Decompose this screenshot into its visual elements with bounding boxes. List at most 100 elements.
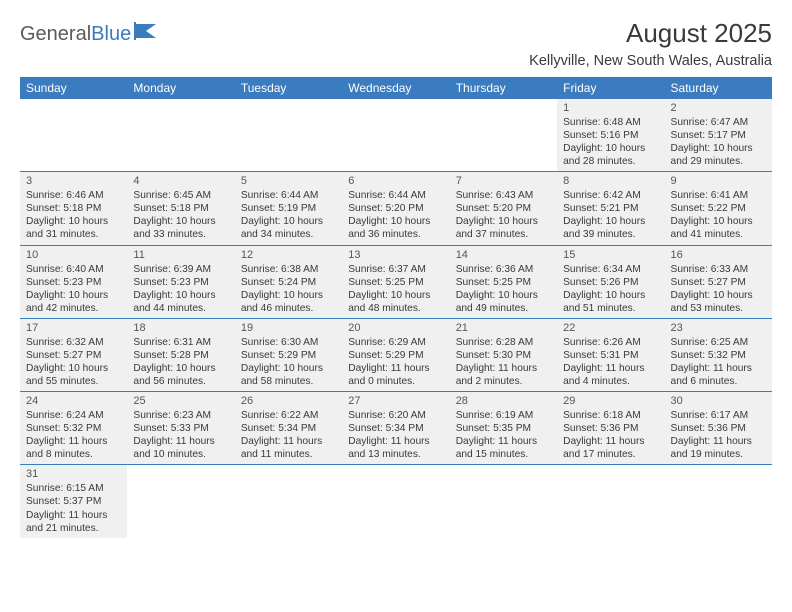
calendar-empty-cell [235, 465, 342, 538]
calendar-day-cell: 23Sunrise: 6:25 AMSunset: 5:32 PMDayligh… [665, 318, 772, 391]
month-title: August 2025 [529, 18, 772, 49]
daylight-text: and 31 minutes. [26, 228, 121, 241]
daylight-text: and 48 minutes. [348, 302, 443, 315]
daylight-text: Daylight: 10 hours [456, 215, 551, 228]
sunrise-text: Sunrise: 6:40 AM [26, 263, 121, 276]
day-number: 22 [563, 321, 658, 335]
daylight-text: and 58 minutes. [241, 375, 336, 388]
sunset-text: Sunset: 5:22 PM [671, 202, 766, 215]
day-number: 23 [671, 321, 766, 335]
day-header: Friday [557, 77, 664, 99]
sunrise-text: Sunrise: 6:47 AM [671, 116, 766, 129]
sunset-text: Sunset: 5:19 PM [241, 202, 336, 215]
sunrise-text: Sunrise: 6:29 AM [348, 336, 443, 349]
day-number: 7 [456, 174, 551, 188]
sunset-text: Sunset: 5:29 PM [348, 349, 443, 362]
daylight-text: Daylight: 11 hours [456, 435, 551, 448]
day-number: 31 [26, 467, 121, 481]
daylight-text: Daylight: 10 hours [563, 215, 658, 228]
day-number: 26 [241, 394, 336, 408]
daylight-text: and 10 minutes. [133, 448, 228, 461]
calendar-week-row: 24Sunrise: 6:24 AMSunset: 5:32 PMDayligh… [20, 392, 772, 465]
calendar-day-cell: 5Sunrise: 6:44 AMSunset: 5:19 PMDaylight… [235, 172, 342, 245]
calendar-week-row: 31Sunrise: 6:15 AMSunset: 5:37 PMDayligh… [20, 465, 772, 538]
daylight-text: and 41 minutes. [671, 228, 766, 241]
sunset-text: Sunset: 5:27 PM [26, 349, 121, 362]
sunrise-text: Sunrise: 6:43 AM [456, 189, 551, 202]
calendar-day-cell: 3Sunrise: 6:46 AMSunset: 5:18 PMDaylight… [20, 172, 127, 245]
daylight-text: Daylight: 11 hours [348, 435, 443, 448]
daylight-text: Daylight: 10 hours [241, 289, 336, 302]
daylight-text: Daylight: 10 hours [26, 215, 121, 228]
day-number: 18 [133, 321, 228, 335]
calendar-empty-cell [235, 99, 342, 172]
daylight-text: Daylight: 11 hours [241, 435, 336, 448]
day-number: 4 [133, 174, 228, 188]
calendar-day-cell: 15Sunrise: 6:34 AMSunset: 5:26 PMDayligh… [557, 245, 664, 318]
calendar-day-cell: 2Sunrise: 6:47 AMSunset: 5:17 PMDaylight… [665, 99, 772, 172]
sunrise-text: Sunrise: 6:17 AM [671, 409, 766, 422]
daylight-text: Daylight: 11 hours [671, 435, 766, 448]
sunset-text: Sunset: 5:23 PM [26, 276, 121, 289]
daylight-text: and 13 minutes. [348, 448, 443, 461]
location-text: Kellyville, New South Wales, Australia [529, 53, 772, 69]
day-number: 16 [671, 248, 766, 262]
day-number: 3 [26, 174, 121, 188]
calendar-empty-cell [127, 465, 234, 538]
calendar-empty-cell [557, 465, 664, 538]
day-number: 19 [241, 321, 336, 335]
daylight-text: Daylight: 10 hours [133, 215, 228, 228]
sunset-text: Sunset: 5:30 PM [456, 349, 551, 362]
calendar-day-cell: 28Sunrise: 6:19 AMSunset: 5:35 PMDayligh… [450, 392, 557, 465]
sunset-text: Sunset: 5:23 PM [133, 276, 228, 289]
day-number: 13 [348, 248, 443, 262]
daylight-text: and 51 minutes. [563, 302, 658, 315]
calendar-week-row: 3Sunrise: 6:46 AMSunset: 5:18 PMDaylight… [20, 172, 772, 245]
calendar-day-cell: 7Sunrise: 6:43 AMSunset: 5:20 PMDaylight… [450, 172, 557, 245]
sunrise-text: Sunrise: 6:48 AM [563, 116, 658, 129]
daylight-text: Daylight: 10 hours [348, 215, 443, 228]
daylight-text: Daylight: 11 hours [133, 435, 228, 448]
sunset-text: Sunset: 5:21 PM [563, 202, 658, 215]
daylight-text: and 15 minutes. [456, 448, 551, 461]
sunrise-text: Sunrise: 6:19 AM [456, 409, 551, 422]
title-block: August 2025 Kellyville, New South Wales,… [529, 18, 772, 69]
calendar-table: SundayMondayTuesdayWednesdayThursdayFrid… [20, 77, 772, 538]
day-number: 29 [563, 394, 658, 408]
daylight-text: and 53 minutes. [671, 302, 766, 315]
daylight-text: Daylight: 11 hours [348, 362, 443, 375]
day-number: 6 [348, 174, 443, 188]
sunset-text: Sunset: 5:26 PM [563, 276, 658, 289]
calendar-day-cell: 13Sunrise: 6:37 AMSunset: 5:25 PMDayligh… [342, 245, 449, 318]
daylight-text: and 44 minutes. [133, 302, 228, 315]
sunset-text: Sunset: 5:34 PM [348, 422, 443, 435]
sunrise-text: Sunrise: 6:36 AM [456, 263, 551, 276]
daylight-text: and 36 minutes. [348, 228, 443, 241]
sunrise-text: Sunrise: 6:37 AM [348, 263, 443, 276]
sunset-text: Sunset: 5:32 PM [26, 422, 121, 435]
calendar-empty-cell [342, 465, 449, 538]
sunrise-text: Sunrise: 6:22 AM [241, 409, 336, 422]
day-header: Tuesday [235, 77, 342, 99]
logo-text-blue: Blue [91, 23, 131, 46]
day-number: 9 [671, 174, 766, 188]
calendar-day-cell: 18Sunrise: 6:31 AMSunset: 5:28 PMDayligh… [127, 318, 234, 391]
day-number: 10 [26, 248, 121, 262]
daylight-text: Daylight: 10 hours [133, 289, 228, 302]
sunrise-text: Sunrise: 6:26 AM [563, 336, 658, 349]
sunset-text: Sunset: 5:31 PM [563, 349, 658, 362]
daylight-text: Daylight: 11 hours [26, 509, 121, 522]
sunset-text: Sunset: 5:33 PM [133, 422, 228, 435]
daylight-text: Daylight: 11 hours [456, 362, 551, 375]
sunrise-text: Sunrise: 6:25 AM [671, 336, 766, 349]
daylight-text: and 17 minutes. [563, 448, 658, 461]
daylight-text: Daylight: 11 hours [563, 362, 658, 375]
day-number: 2 [671, 101, 766, 115]
daylight-text: and 46 minutes. [241, 302, 336, 315]
day-number: 30 [671, 394, 766, 408]
calendar-day-cell: 10Sunrise: 6:40 AMSunset: 5:23 PMDayligh… [20, 245, 127, 318]
calendar-empty-cell [127, 99, 234, 172]
day-number: 25 [133, 394, 228, 408]
calendar-empty-cell [342, 99, 449, 172]
day-number: 8 [563, 174, 658, 188]
